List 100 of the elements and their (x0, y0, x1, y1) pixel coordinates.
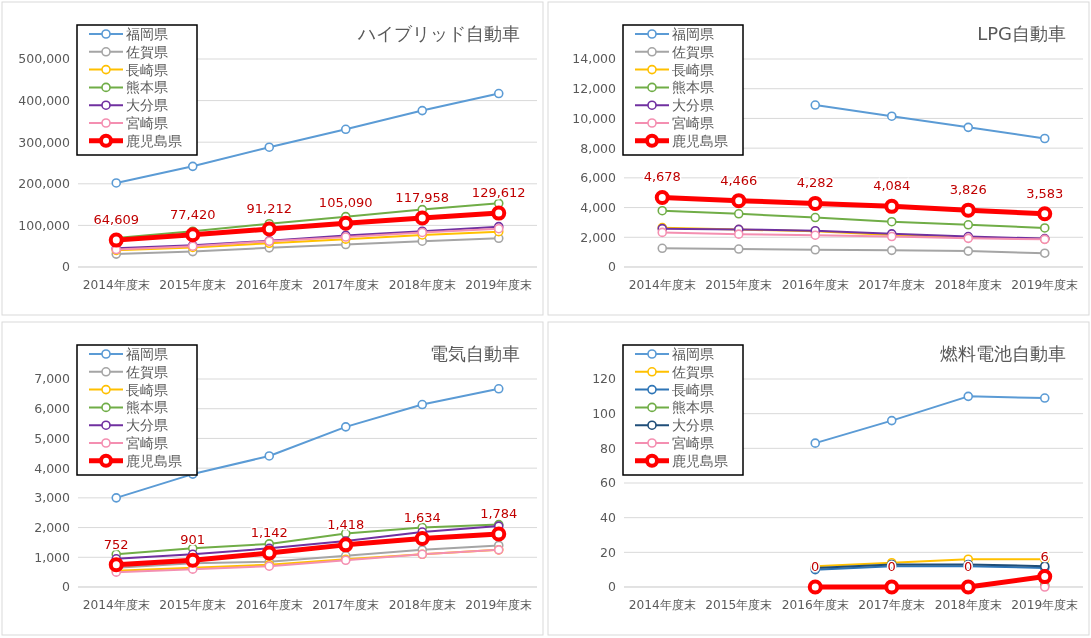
y-tick-label: 6,000 (580, 170, 617, 186)
x-tick-label: 2018年度末 (934, 278, 1002, 292)
data-label: 4,084 (873, 178, 911, 194)
x-tick-label: 2014年度末 (82, 598, 150, 612)
data-label: 3,826 (949, 182, 987, 198)
x-tick-label: 2016年度末 (235, 278, 303, 292)
legend-label: 佐賀県 (672, 43, 714, 60)
y-tick-label: 80 (600, 440, 617, 456)
legend-label: 大分県 (126, 97, 168, 114)
chart-title: LPG自動車 (977, 23, 1066, 44)
x-tick-label: 2015年度末 (705, 278, 773, 292)
y-tick-label: 3,000 (34, 490, 71, 506)
data-label: 64,609 (93, 212, 139, 228)
x-tick-label: 2014年度末 (628, 278, 696, 292)
x-tick-label: 2018年度末 (388, 278, 456, 292)
data-label: 0 (964, 559, 973, 574)
y-tick-label: 20 (600, 544, 617, 560)
y-tick-label: 4,000 (580, 199, 617, 215)
legend-label: 宮崎県 (672, 434, 714, 451)
legend-label: 熊本県 (672, 399, 714, 416)
x-tick-label: 2017年度末 (858, 598, 926, 612)
legend-label: 福岡県 (126, 345, 168, 362)
data-label: 1,634 (403, 510, 441, 526)
legend-label: 佐賀県 (126, 363, 168, 380)
data-label: 77,420 (170, 206, 216, 222)
legend-label: 大分県 (672, 417, 714, 434)
data-label: 129,612 (471, 185, 526, 201)
legend-label: 福岡県 (672, 25, 714, 42)
data-label: 1,142 (250, 525, 288, 541)
data-label: 1,418 (327, 516, 365, 532)
x-tick-label: 2019年度末 (465, 278, 533, 292)
legend-label: 宮崎県 (126, 114, 168, 131)
x-tick-label: 2019年度末 (465, 598, 533, 612)
y-tick-label: 100 (592, 406, 617, 422)
data-label: 0 (887, 559, 896, 574)
data-label: 4,282 (796, 175, 834, 191)
data-label: 4,678 (643, 169, 681, 185)
data-label: 91,212 (246, 201, 292, 217)
x-tick-label: 2014年度末 (82, 278, 150, 292)
y-tick-label: 2,000 (580, 229, 617, 245)
legend-label: 長崎県 (672, 381, 714, 398)
y-tick-label: 7,000 (34, 371, 71, 387)
y-tick-label: 0 (62, 259, 71, 275)
legend-label: 大分県 (126, 417, 168, 434)
legend-label: 佐賀県 (126, 43, 168, 60)
data-label: 3,583 (1026, 185, 1064, 201)
x-tick-label: 2016年度末 (781, 598, 849, 612)
y-tick-label: 14,000 (572, 51, 617, 67)
y-tick-label: 0 (62, 579, 71, 595)
y-tick-label: 10,000 (572, 110, 617, 126)
x-tick-label: 2018年度末 (388, 598, 456, 612)
legend-label: 熊本県 (672, 79, 714, 96)
legend-label: 鹿児島県 (126, 452, 182, 469)
y-tick-label: 120 (592, 371, 617, 387)
y-tick-label: 2,000 (34, 519, 71, 535)
data-label: 105,090 (318, 195, 373, 211)
x-tick-label: 2017年度末 (858, 278, 926, 292)
y-tick-label: 60 (600, 475, 617, 491)
y-tick-label: 1,000 (34, 549, 71, 565)
x-tick-label: 2017年度末 (312, 598, 380, 612)
y-tick-label: 4,000 (34, 460, 71, 476)
y-tick-label: 12,000 (572, 81, 617, 97)
legend-label: 長崎県 (672, 61, 714, 78)
x-tick-label: 2017年度末 (312, 278, 380, 292)
x-tick-label: 2018年度末 (934, 598, 1002, 612)
x-tick-label: 2019年度末 (1011, 278, 1079, 292)
legend-label: 福岡県 (126, 25, 168, 42)
legend-label: 長崎県 (126, 381, 168, 398)
x-tick-label: 2015年度末 (705, 598, 773, 612)
y-tick-label: 400,000 (18, 92, 71, 108)
x-tick-label: 2019年度末 (1011, 598, 1079, 612)
legend-label: 宮崎県 (126, 434, 168, 451)
legend-label: 佐賀県 (672, 363, 714, 380)
x-tick-label: 2014年度末 (628, 598, 696, 612)
y-tick-label: 8,000 (580, 140, 617, 156)
data-label: 117,958 (395, 189, 450, 205)
data-label: 752 (103, 536, 129, 552)
data-label: 901 (180, 532, 206, 548)
y-tick-label: 6,000 (34, 401, 71, 417)
x-tick-label: 2015年度末 (159, 278, 227, 292)
legend-label: 長崎県 (126, 61, 168, 78)
y-tick-label: 300,000 (18, 134, 71, 150)
legend-label: 鹿児島県 (672, 452, 728, 469)
y-tick-label: 0 (608, 579, 617, 595)
legend-label: 熊本県 (126, 79, 168, 96)
y-tick-label: 40 (600, 510, 617, 526)
x-tick-label: 2015年度末 (159, 598, 227, 612)
chart-title: ハイブリッド自動車 (357, 23, 520, 44)
data-label: 4,466 (720, 172, 758, 188)
y-tick-label: 100,000 (18, 217, 71, 233)
legend-label: 福岡県 (672, 345, 714, 362)
x-tick-label: 2016年度末 (781, 278, 849, 292)
chart-title: 燃料電池自動車 (940, 343, 1066, 364)
y-tick-label: 200,000 (18, 176, 71, 192)
legend-label: 宮崎県 (672, 114, 714, 131)
legend-label: 鹿児島県 (672, 132, 728, 149)
legend-label: 大分県 (672, 97, 714, 114)
x-tick-label: 2016年度末 (235, 598, 303, 612)
chart-title: 電気自動車 (430, 343, 520, 364)
legend-label: 熊本県 (126, 399, 168, 416)
